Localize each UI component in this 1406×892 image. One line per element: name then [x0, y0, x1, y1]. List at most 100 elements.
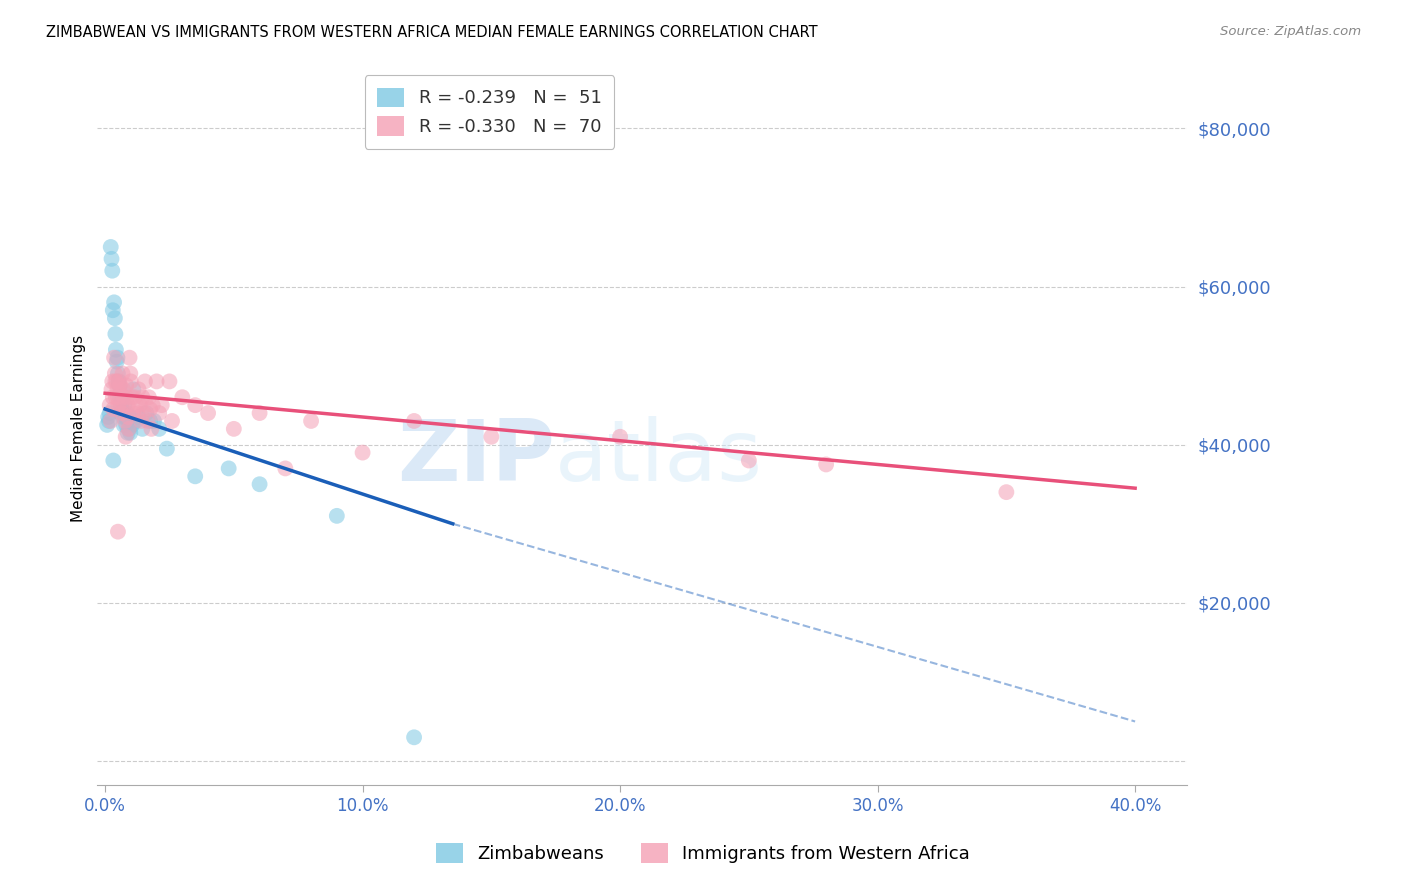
Point: [110, 398, 132, 412]
Point: [184, 469, 207, 483]
Point: [134, 375, 156, 389]
Point: [112, 409, 135, 424]
Point: [103, 295, 125, 310]
Point: [128, 409, 150, 424]
Point: [197, 406, 219, 420]
Point: [117, 398, 139, 412]
Point: [249, 406, 271, 420]
Point: [115, 406, 138, 420]
Point: [107, 382, 129, 396]
Point: [101, 263, 124, 277]
Point: [148, 422, 170, 436]
Point: [738, 453, 761, 467]
Point: [143, 414, 166, 428]
Point: [131, 422, 153, 436]
Point: [115, 390, 138, 404]
Point: [104, 375, 127, 389]
Point: [128, 382, 150, 396]
Point: [136, 414, 159, 428]
Point: [135, 398, 157, 412]
Point: [110, 398, 132, 412]
Point: [120, 409, 142, 424]
Point: [995, 485, 1018, 500]
Point: [404, 414, 426, 428]
Point: [103, 351, 125, 365]
Point: [121, 390, 143, 404]
Point: [111, 367, 134, 381]
Text: ZIMBABWEAN VS IMMIGRANTS FROM WESTERN AFRICA MEDIAN FEMALE EARNINGS CORRELATION : ZIMBABWEAN VS IMMIGRANTS FROM WESTERN AF…: [46, 25, 818, 40]
Point: [218, 461, 240, 475]
Point: [352, 445, 374, 459]
Point: [118, 422, 141, 436]
Point: [114, 430, 136, 444]
Point: [148, 406, 170, 420]
Point: [131, 390, 153, 404]
Point: [172, 390, 194, 404]
Point: [111, 406, 134, 420]
Point: [107, 390, 129, 404]
Point: [98, 406, 121, 420]
Point: [117, 409, 139, 424]
Point: [112, 382, 135, 396]
Point: [104, 390, 127, 404]
Point: [100, 382, 122, 396]
Point: [479, 430, 502, 444]
Point: [120, 425, 142, 440]
Point: [108, 378, 131, 392]
Point: [112, 390, 135, 404]
Point: [98, 398, 121, 412]
Point: [129, 414, 152, 428]
Point: [121, 417, 143, 432]
Point: [114, 406, 136, 420]
Point: [105, 375, 128, 389]
Point: [107, 351, 129, 365]
Point: [815, 458, 838, 472]
Point: [101, 303, 124, 318]
Point: [125, 398, 148, 412]
Point: [128, 398, 150, 412]
Point: [299, 414, 322, 428]
Point: [112, 398, 135, 412]
Point: [127, 406, 149, 420]
Point: [184, 398, 207, 412]
Point: [404, 731, 426, 745]
Text: atlas: atlas: [555, 416, 763, 499]
Point: [105, 354, 128, 368]
Point: [111, 406, 134, 420]
Point: [110, 386, 132, 401]
Point: [117, 425, 139, 440]
Point: [114, 414, 136, 428]
Point: [97, 414, 120, 428]
Point: [120, 367, 142, 381]
Point: [142, 398, 165, 412]
Point: [112, 417, 135, 432]
Point: [104, 343, 127, 357]
Point: [104, 326, 127, 341]
Point: [114, 409, 136, 424]
Point: [145, 375, 167, 389]
Point: [115, 417, 138, 432]
Y-axis label: Median Female Earnings: Median Female Earnings: [72, 335, 86, 523]
Point: [108, 375, 131, 389]
Point: [101, 390, 124, 404]
Point: [103, 453, 125, 467]
Legend: Zimbabweans, Immigrants from Western Africa: Zimbabweans, Immigrants from Western Afr…: [427, 834, 979, 872]
Point: [108, 390, 131, 404]
Point: [139, 414, 162, 428]
Point: [326, 508, 349, 523]
Point: [122, 382, 145, 396]
Point: [609, 430, 631, 444]
Point: [100, 240, 122, 254]
Point: [115, 378, 138, 392]
Point: [107, 375, 129, 389]
Point: [117, 409, 139, 424]
Point: [118, 414, 141, 428]
Point: [101, 375, 124, 389]
Point: [120, 375, 142, 389]
Point: [249, 477, 271, 491]
Text: Source: ZipAtlas.com: Source: ZipAtlas.com: [1220, 25, 1361, 38]
Point: [135, 406, 157, 420]
Point: [97, 409, 120, 424]
Point: [139, 402, 162, 417]
Point: [159, 375, 181, 389]
